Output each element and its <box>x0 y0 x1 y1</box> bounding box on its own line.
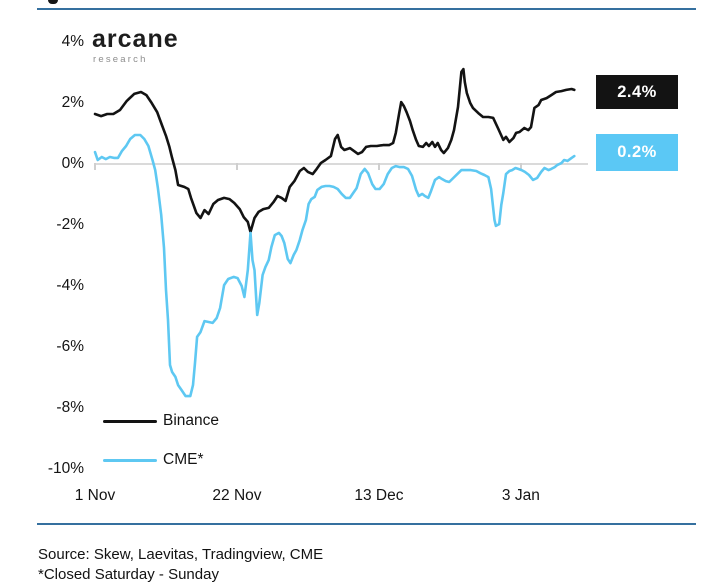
binance-value-badge: 2.4% <box>596 75 678 109</box>
binance-legend-label: Binance <box>163 412 220 429</box>
binance-line <box>93 67 576 234</box>
logo-brand-text: arcane <box>92 25 179 53</box>
x-axis-label: 3 Jan <box>501 487 540 504</box>
y-axis-label: -2% <box>56 216 84 233</box>
footnote-text: *Closed Saturday - Sunday <box>38 566 219 583</box>
y-axis-label: -6% <box>56 338 84 355</box>
y-axis-label: -10% <box>47 460 84 477</box>
y-axis-label: 2% <box>61 94 84 111</box>
y-axis-label: -8% <box>56 399 84 416</box>
y-axis-label: 4% <box>61 33 84 50</box>
x-axis-label: 13 Dec <box>354 487 404 504</box>
bottom-divider-rule <box>37 523 696 525</box>
logo-subtitle-text: research <box>93 54 148 65</box>
x-axis-tick <box>94 163 96 170</box>
source-text: Source: Skew, Laevitas, Tradingview, CME <box>38 546 324 563</box>
x-axis-tick <box>235 163 238 170</box>
arcane-logo: arcane research <box>92 27 179 65</box>
x-axis-tick <box>519 163 522 170</box>
binance-legend-swatch <box>103 420 157 423</box>
cme-legend-swatch <box>103 459 157 462</box>
cme-value-badge: 0.2% <box>596 134 678 171</box>
x-axis-label: 22 Nov <box>212 487 262 504</box>
y-axis-label: 0% <box>61 155 84 172</box>
footer: Source: Skew, Laevitas, Tradingview, CME… <box>38 545 323 585</box>
cme-legend-label: CME* <box>163 451 204 468</box>
top-divider-rule <box>37 8 696 10</box>
x-axis-label: 1 Nov <box>74 487 116 504</box>
x-axis-tick <box>377 163 380 170</box>
zero-percent-gridline <box>95 163 588 165</box>
cropped-title-descender <box>48 0 58 4</box>
y-axis-label: -4% <box>56 277 84 294</box>
cme-line <box>93 133 576 398</box>
